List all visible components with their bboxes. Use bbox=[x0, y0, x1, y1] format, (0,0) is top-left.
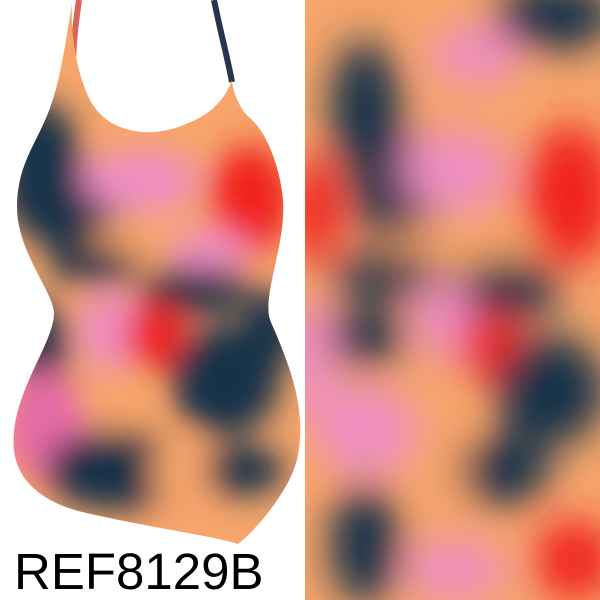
swimsuit-body bbox=[13, 4, 301, 544]
print-swatch bbox=[305, 0, 600, 600]
swimsuit-illustration bbox=[13, 0, 301, 544]
swimsuit-mockup-panel bbox=[13, 0, 301, 544]
right-strap bbox=[211, 0, 235, 83]
reference-code-label: REF8129B bbox=[14, 543, 264, 600]
print-swatch-panel bbox=[305, 0, 600, 600]
